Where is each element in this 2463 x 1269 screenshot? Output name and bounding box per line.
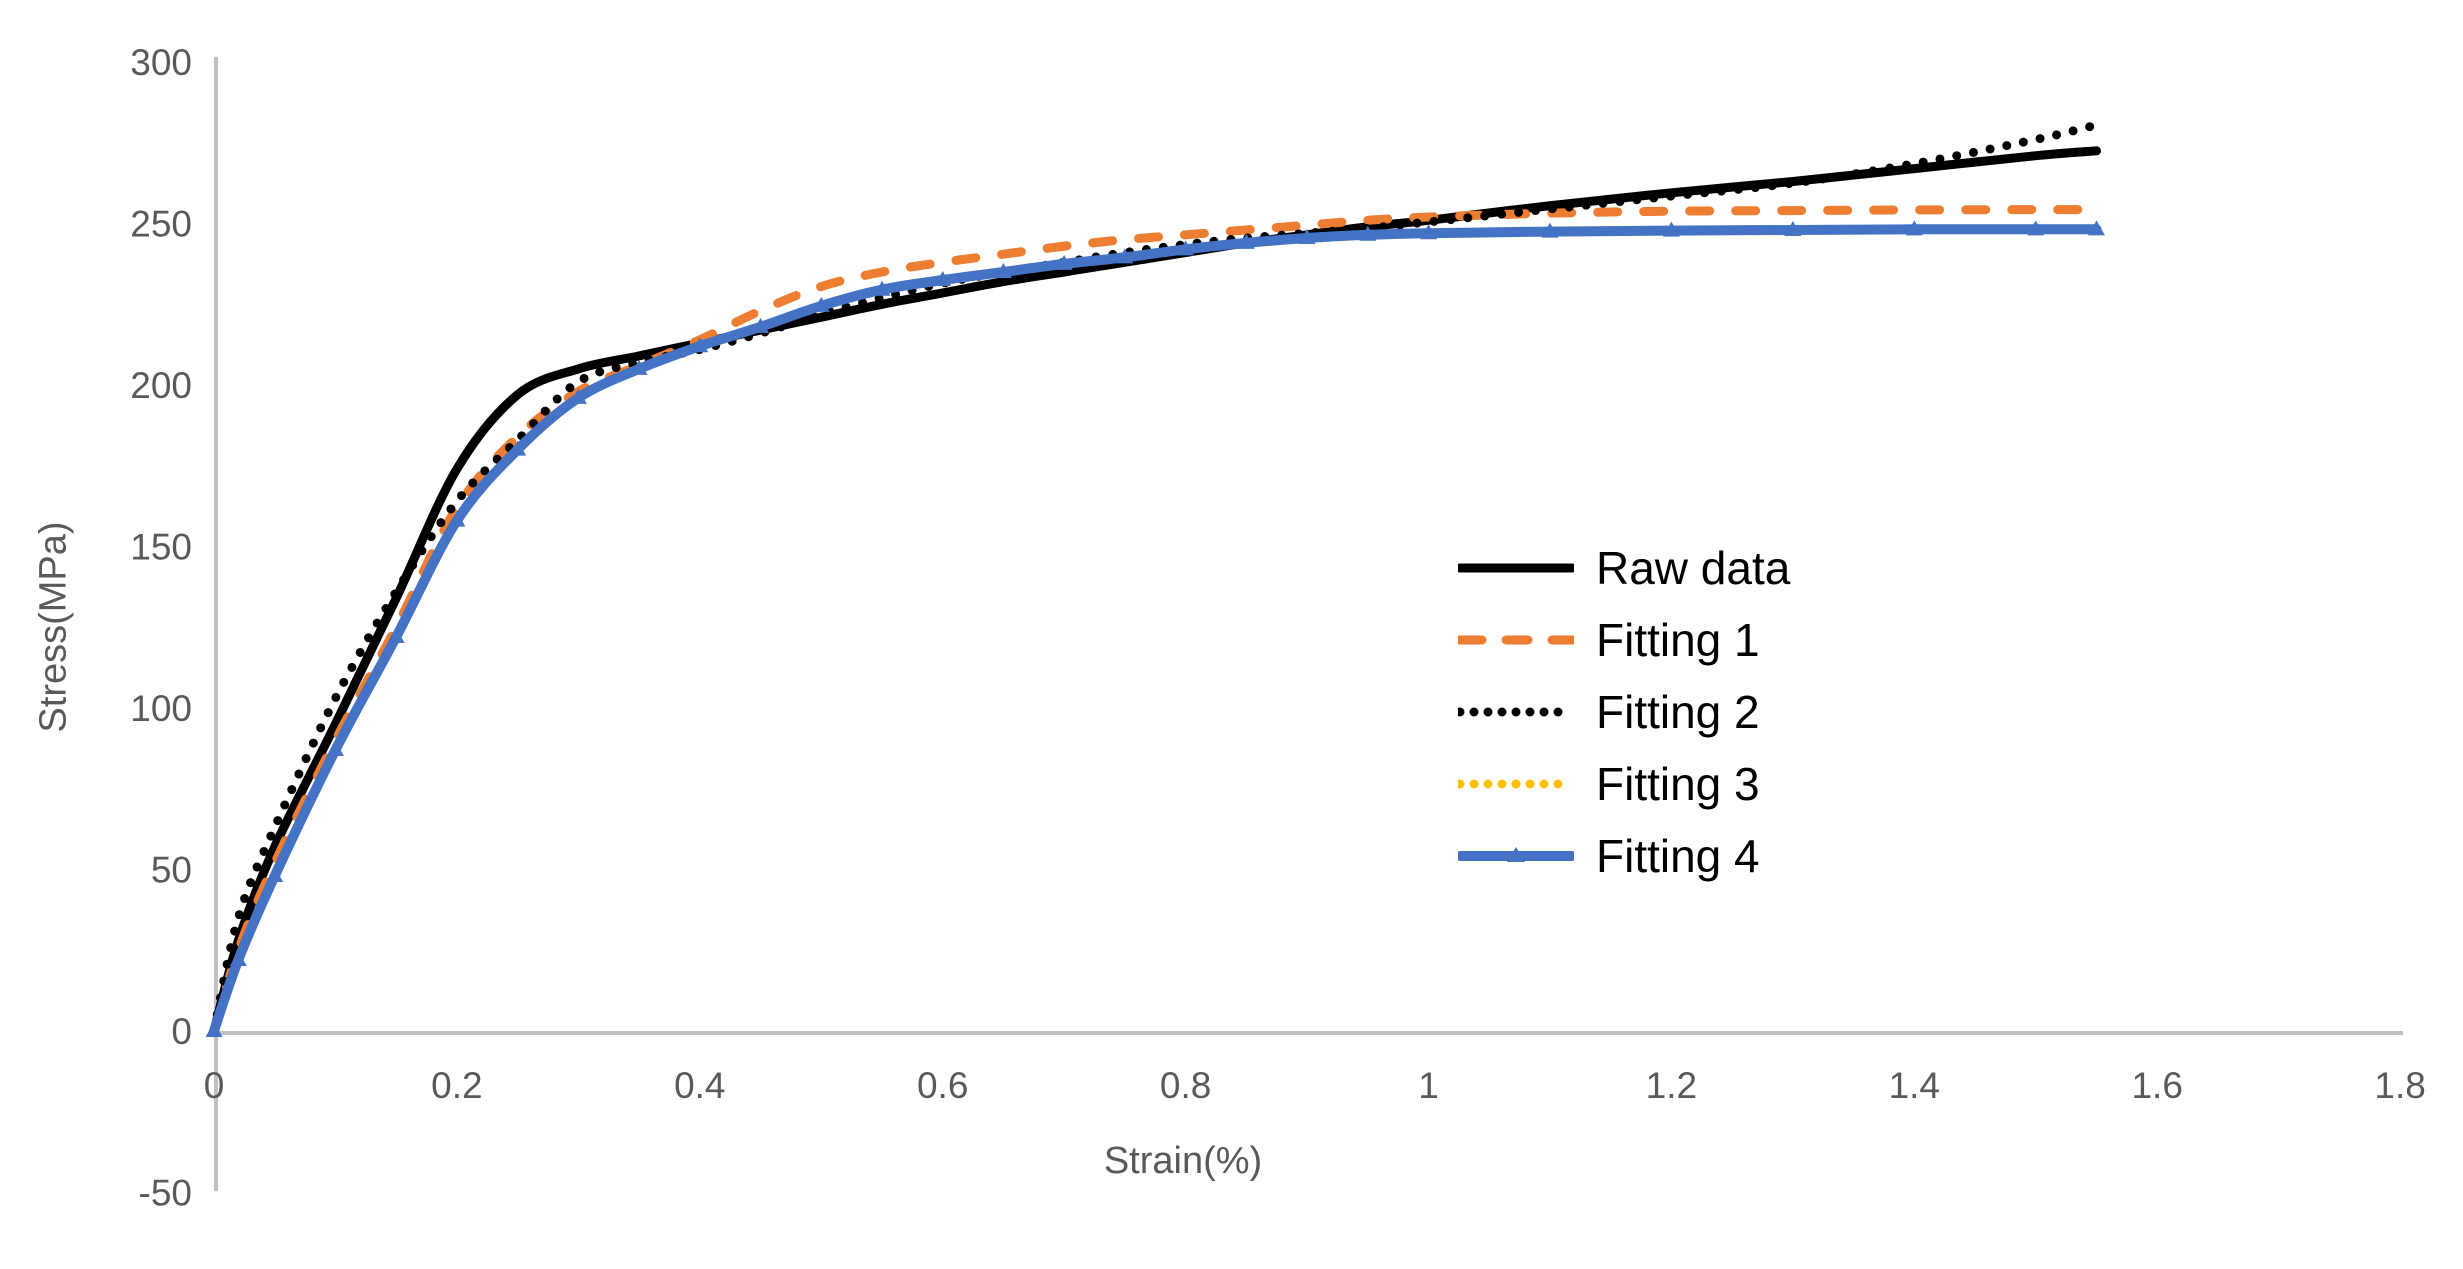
legend-line-sample-raw-data-icon bbox=[1455, 546, 1577, 590]
x-tick-label-0.6: 0.6 bbox=[917, 1065, 968, 1106]
series-fitting-3-path bbox=[209, 224, 2101, 1036]
series-fitting-2-path bbox=[209, 120, 2101, 1036]
legend-item-raw-data: Raw data bbox=[1455, 532, 1791, 604]
series-fitting-4-markers bbox=[205, 220, 2105, 1038]
x-tick-label-1.4: 1.4 bbox=[1889, 1065, 1940, 1106]
legend-item-fitting-4: Fitting 4 bbox=[1455, 820, 1790, 892]
x-tick-label-0.2: 0.2 bbox=[431, 1065, 482, 1106]
legend-line-sample-fitting-2-icon bbox=[1455, 690, 1577, 734]
x-tick-label-0: 0 bbox=[204, 1065, 225, 1106]
y-tick-label-100: 100 bbox=[130, 688, 192, 729]
series-fitting-1-path bbox=[209, 205, 2101, 1036]
legend-label: Fitting 3 bbox=[1596, 758, 1760, 810]
x-axis-title: Strain(%) bbox=[1103, 1140, 1263, 1182]
y-tick-label-300: 300 bbox=[130, 42, 192, 83]
series-fitting-4-path bbox=[209, 224, 2102, 1036]
legend-line-sample-fitting-3-icon bbox=[1455, 762, 1577, 806]
legend: Raw data Fitting 1 Fitting 2 Fitting 3 F… bbox=[1455, 532, 1791, 892]
y-tick-label-200: 200 bbox=[130, 365, 192, 406]
x-tick-label-0.4: 0.4 bbox=[674, 1065, 725, 1106]
x-tick-label-1.2: 1.2 bbox=[1646, 1065, 1697, 1106]
x-tick-label-1: 1 bbox=[1418, 1065, 1439, 1106]
legend-label: Fitting 2 bbox=[1596, 686, 1760, 738]
y-tick-label-250: 250 bbox=[130, 204, 192, 245]
legend-line-sample-fitting-4-icon bbox=[1455, 834, 1577, 878]
y-tick-label--50: -50 bbox=[139, 1173, 192, 1214]
y-axis-title: Stress(MPa) bbox=[32, 521, 75, 733]
legend-label: Fitting 1 bbox=[1596, 614, 1760, 666]
x-tick-label-0.8: 0.8 bbox=[1160, 1065, 1211, 1106]
legend-label: Fitting 4 bbox=[1596, 830, 1760, 882]
legend-item-fitting-2: Fitting 2 bbox=[1455, 676, 1790, 748]
legend-item-fitting-3: Fitting 3 bbox=[1455, 748, 1790, 820]
x-tick-label-1.6: 1.6 bbox=[2131, 1065, 2182, 1106]
y-tick-label-50: 50 bbox=[151, 850, 192, 891]
legend-line-sample-fitting-1-icon bbox=[1455, 618, 1577, 662]
y-tick-label-150: 150 bbox=[130, 527, 192, 568]
legend-label: Raw data bbox=[1596, 542, 1791, 594]
x-tick-label-1.8: 1.8 bbox=[2374, 1065, 2425, 1106]
y-tick-label-0: 0 bbox=[171, 1011, 192, 1052]
legend-item-fitting-1: Fitting 1 bbox=[1455, 604, 1790, 676]
series-raw-data-path bbox=[209, 146, 2101, 1036]
